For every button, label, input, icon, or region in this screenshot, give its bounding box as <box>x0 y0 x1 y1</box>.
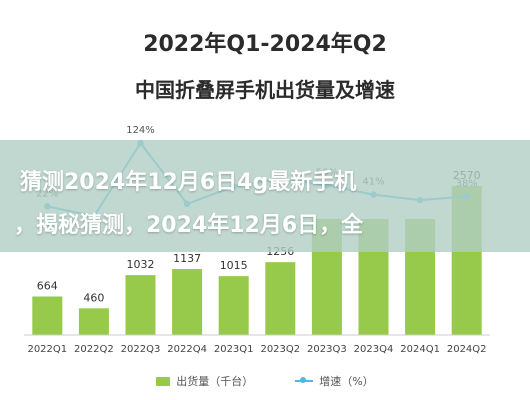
legend-line-swatch <box>295 377 314 383</box>
x-tick-2022Q3: 2022Q3 <box>121 344 161 355</box>
bar-label-2022Q4: 1137 <box>173 252 201 265</box>
legend-label-growth: 增速（%） <box>319 375 374 388</box>
bar-2022Q4 <box>172 269 203 335</box>
bar-2022Q2 <box>78 308 109 335</box>
x-tick-2024Q1: 2024Q1 <box>400 344 440 355</box>
bar-2022Q3 <box>125 275 156 335</box>
text-overlay-banner: 猜测2024年12月6日4g最新手机 ，揭秘猜测，2024年12月6日，全 <box>0 140 530 252</box>
bar-label-2022Q2: 460 <box>83 291 104 304</box>
bar-label-2022Q3: 1032 <box>127 258 155 271</box>
x-tick-2023Q3: 2023Q3 <box>307 344 347 355</box>
bar-label-2023Q1: 1015 <box>220 259 248 272</box>
bar-2023Q2 <box>265 262 296 335</box>
overlay-line-2: ，揭秘猜测，2024年12月6日，全 <box>14 213 364 238</box>
x-tick-2023Q1: 2023Q1 <box>214 344 254 355</box>
legend-label-shipments: 出货量（千台） <box>176 375 254 388</box>
x-tick-2023Q4: 2023Q4 <box>354 344 394 355</box>
chart-subtitle: 中国折叠屏手机出货量及增速 <box>135 78 395 102</box>
bar-2022Q1 <box>32 296 63 335</box>
growth-label-2022Q3: 124% <box>126 125 155 136</box>
chart-legend: 出货量（千台） 增速（%） <box>0 371 530 391</box>
x-tick-2023Q2: 2023Q2 <box>260 344 300 355</box>
chart-title: 2022年Q1-2024年Q2 <box>143 32 387 57</box>
x-tick-2022Q1: 2022Q1 <box>27 344 67 355</box>
bar-2023Q1 <box>218 276 249 335</box>
overlay-line-1: 猜测2024年12月6日4g最新手机 <box>20 170 357 195</box>
x-tick-2022Q2: 2022Q2 <box>74 344 114 355</box>
legend-bar-swatch <box>156 376 171 386</box>
legend-item-growth: 增速（%） <box>295 371 374 391</box>
legend-item-shipments: 出货量（千台） <box>156 371 253 391</box>
bar-label-2022Q1: 664 <box>37 279 58 292</box>
x-tick-2022Q4: 2022Q4 <box>167 344 207 355</box>
x-tick-2024Q2: 2024Q2 <box>447 344 487 355</box>
